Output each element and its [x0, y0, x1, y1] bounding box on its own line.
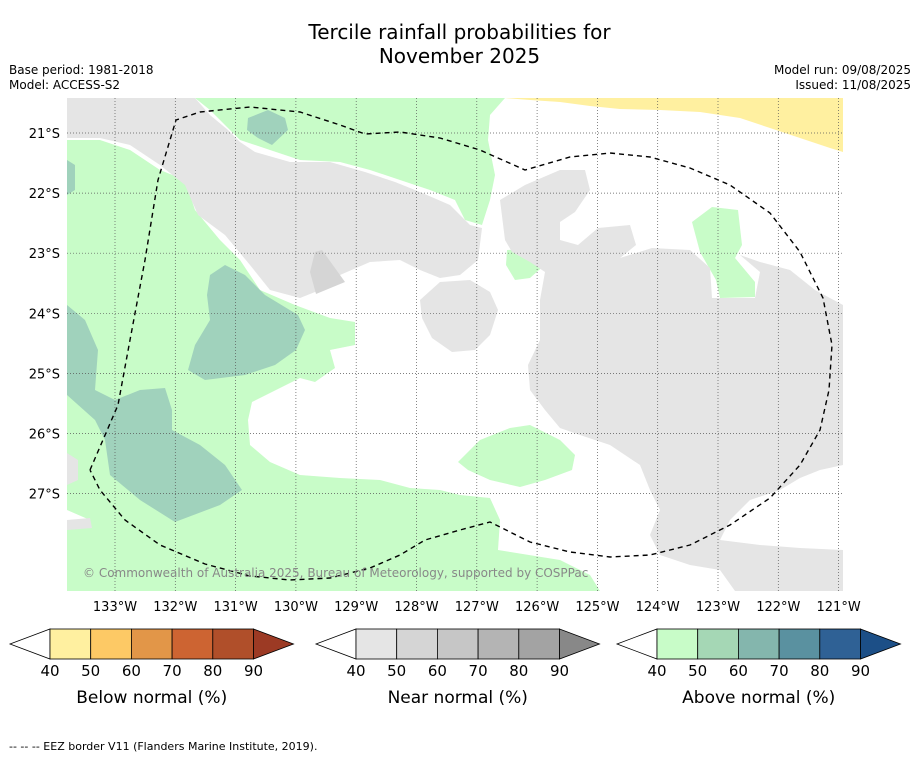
longitude-label: 121°W [817, 600, 861, 615]
above-normal-patch-center [458, 425, 575, 487]
base-period-text: Base period: 1981-2018 [9, 63, 154, 77]
colorbar-tick-label: 40 [40, 662, 59, 680]
above-normal-50-patch-central [188, 265, 305, 380]
meta-left: Base period: 1981-2018 Model: ACCESS-S2 [9, 63, 154, 93]
colorbar-extension-high [559, 628, 601, 660]
colorbar-segment [355, 628, 398, 660]
near-normal-region-small [67, 453, 78, 485]
above-normal-50-patch-west [67, 305, 242, 522]
longitude-label: 125°W [575, 600, 619, 615]
footer-note: -- -- -- EEZ border V11 (Flanders Marine… [9, 740, 318, 753]
colorbar-segment [738, 628, 780, 660]
colorbar-segment [656, 628, 699, 660]
colorbar-tick-label: 60 [122, 662, 141, 680]
colorbar-extension-low [314, 628, 357, 660]
colorbar-segment [697, 628, 739, 660]
colorbar-title: Below normal (%) [76, 688, 227, 708]
colorbar-segment [778, 628, 821, 660]
grid-lines [67, 98, 843, 591]
longitude-label: 131°W [214, 600, 258, 615]
colorbar-segment [90, 628, 132, 660]
below-normal-region [505, 98, 843, 152]
longitude-label: 129°W [334, 600, 378, 615]
above-normal-50-patch-edge [67, 160, 75, 195]
colorbar-extension-high [860, 628, 902, 660]
colorbar-tick-label: 50 [688, 662, 707, 680]
colorbar-title: Above normal (%) [682, 688, 835, 708]
colorbar-extension-low [8, 628, 51, 660]
title-line-2: November 2025 [378, 44, 541, 68]
latitude-label: 27°S [29, 488, 60, 503]
model-text: Model: ACCESS-S2 [9, 78, 121, 92]
colorbar-tick-label: 80 [810, 662, 829, 680]
colorbar-segment [436, 628, 479, 660]
colorbar-tick-label: 70 [469, 662, 488, 680]
near-normal-region-northwest [67, 98, 482, 298]
colorbar-segment [819, 628, 861, 660]
near-normal-50-patch [310, 250, 345, 294]
colorbar-tick-label: 80 [203, 662, 222, 680]
latitude-label: 23°S [29, 247, 60, 262]
near-normal-region-east [500, 170, 843, 591]
map-plot-area: © Commonwealth of Australia 2025, Bureau… [67, 98, 843, 591]
latitude-label: 22°S [29, 187, 60, 202]
colorbar-segment [518, 628, 560, 660]
longitude-label: 132°W [153, 600, 197, 615]
title-line-1: Tercile rainfall probabilities for [308, 20, 611, 44]
colorbar-tick-label: 60 [729, 662, 748, 680]
colorbar-tick-label: 50 [81, 662, 100, 680]
longitude-label: 133°W [93, 600, 137, 615]
colorbar-above: 40 50 60 70 80 90 Above normal (%) [615, 628, 902, 708]
colorbar-near: 40 50 60 70 80 90 Near normal (%) [314, 628, 601, 708]
colorbar-tick-label: 70 [770, 662, 789, 680]
longitude-label: 127°W [455, 600, 499, 615]
longitude-label: 123°W [696, 600, 740, 615]
issued-text: Issued: 11/08/2025 [795, 78, 911, 92]
colorbar-tick-label: 90 [550, 662, 569, 680]
colorbar-segment [49, 628, 92, 660]
colorbar-tick-label: 80 [509, 662, 528, 680]
colorbars: 40 50 60 70 80 90 Below normal (%) 40 50 60 70 80 90… [8, 628, 902, 708]
colorbar-tick-label: 90 [244, 662, 263, 680]
longitude-label: 126°W [515, 600, 559, 615]
near-normal-region-center [420, 280, 498, 352]
meta-right: Model run: 09/08/2025 Issued: 11/08/2025 [774, 63, 911, 93]
colorbar-tick-label: 50 [387, 662, 406, 680]
latitude-label: 25°S [29, 367, 60, 382]
colorbar-segment [396, 628, 438, 660]
colorbar-segment [130, 628, 173, 660]
colorbar-tick-label: 40 [647, 662, 666, 680]
latitude-label: 24°S [29, 307, 60, 322]
above-normal-50-patch-north [247, 110, 288, 145]
colorbar-title: Near normal (%) [388, 688, 528, 708]
latitude-labels: 21°S 22°S 23°S 24°S 25°S 26°S 27°S [29, 127, 60, 503]
longitude-label: 130°W [274, 600, 318, 615]
colorbar-tick-label: 70 [163, 662, 182, 680]
copyright-text: © Commonwealth of Australia 2025, Bureau… [83, 566, 588, 580]
near-normal-region-edge [67, 518, 92, 530]
eez-border [89, 106, 833, 581]
model-run-text: Model run: 09/08/2025 [773, 63, 911, 77]
colorbar-extension-low [615, 628, 658, 660]
page-title: Tercile rainfall probabilities for Novem… [0, 20, 919, 68]
colorbar-segment [171, 628, 214, 660]
longitude-label: 122°W [756, 600, 800, 615]
map-figure: © Commonwealth of Australia 2025, Bureau… [8, 98, 902, 708]
longitude-label: 124°W [636, 600, 680, 615]
longitude-labels: 133°W 132°W 131°W 130°W 129°W 128°W 127°W 126°W… [93, 600, 861, 615]
above-normal-patch-east [692, 207, 755, 298]
latitude-label: 26°S [29, 428, 60, 443]
colorbar-segment [212, 628, 254, 660]
colorbar-below: 40 50 60 70 80 90 Below normal (%) [8, 628, 295, 708]
colorbar-tick-label: 40 [346, 662, 365, 680]
colorbar-tick-label: 60 [428, 662, 447, 680]
latitude-label: 21°S [29, 127, 60, 142]
colorbar-tick-label: 90 [851, 662, 870, 680]
colorbar-segment [477, 628, 520, 660]
colorbar-extension-high [253, 628, 295, 660]
longitude-label: 128°W [394, 600, 438, 615]
